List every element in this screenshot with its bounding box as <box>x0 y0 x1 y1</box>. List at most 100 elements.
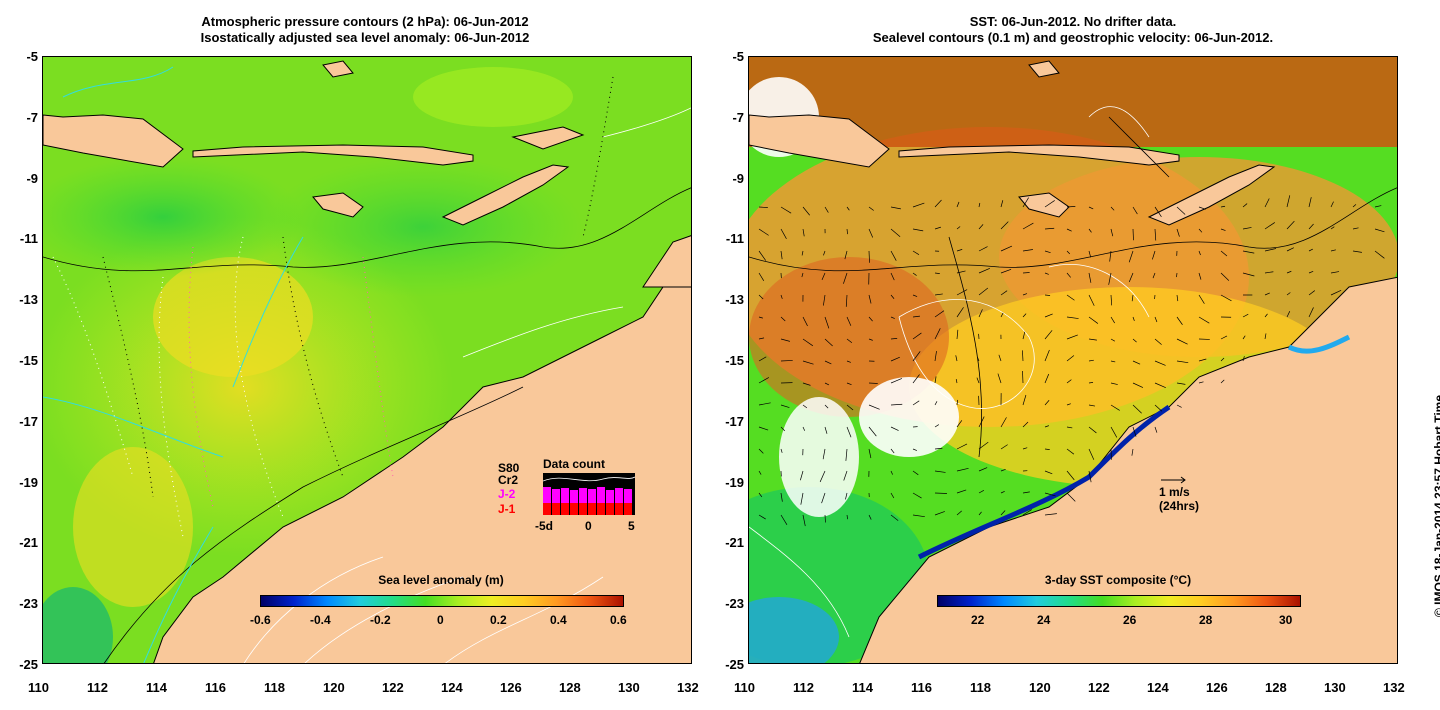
velocity-arrow <box>868 404 880 410</box>
velocity-arrow <box>1044 470 1053 475</box>
left-title-line2: Isostatically adjusted sea level anomaly… <box>200 30 530 45</box>
velocity-arrow <box>978 309 983 318</box>
velocity-arrow <box>1088 359 1094 362</box>
velocity-arrow <box>1110 206 1115 211</box>
velocity-arrow <box>890 492 895 499</box>
velocity-arrow <box>824 426 828 434</box>
lat-tick: -13 <box>725 292 744 308</box>
velocity-arrow <box>1308 248 1313 252</box>
velocity-arrow <box>1044 200 1055 208</box>
velocity-arrow <box>1308 270 1314 274</box>
velocity-arrow <box>998 354 1002 362</box>
sst-colorbar-title: 3-day SST composite (°C) <box>1044 573 1192 587</box>
velocity-arrow <box>956 226 961 230</box>
velocity-arrow <box>1022 491 1030 494</box>
velocity-arrow <box>1176 338 1188 345</box>
velocity-arrow <box>1154 206 1162 217</box>
lon-tick: 116 <box>205 680 226 695</box>
velocity-arrow <box>1308 197 1312 208</box>
lon-tick: 114 <box>146 680 167 695</box>
lat-tick: -15 <box>725 353 744 368</box>
lat-tick: -21 <box>725 535 744 551</box>
velocity-arrow <box>1022 370 1024 384</box>
velocity-arrow <box>1132 426 1137 437</box>
velocity-arrow <box>780 492 783 502</box>
velocity-arrow <box>890 378 903 384</box>
velocity-arrow <box>956 420 963 428</box>
velocity-arrow <box>843 272 848 284</box>
velocity-arrow <box>1022 331 1026 340</box>
velocity-arrow <box>802 228 805 237</box>
velocity-arrow <box>912 202 925 208</box>
velocity-arrow <box>978 287 989 296</box>
velocity-arrow <box>1000 245 1013 252</box>
velocity-arrow <box>1264 292 1270 296</box>
velocity-arrow <box>1220 272 1230 281</box>
velocity-arrow <box>912 228 924 232</box>
velocity-arrow <box>956 329 959 340</box>
velocity-arrow <box>1154 316 1158 323</box>
velocity-arrow <box>802 382 811 386</box>
velocity-arrow <box>890 250 897 261</box>
velocity-arrow <box>1198 206 1206 210</box>
velocity-arrow <box>1022 272 1030 274</box>
velocity-arrow <box>1242 250 1255 254</box>
velocity-arrow <box>978 511 982 516</box>
velocity-arrow <box>977 357 980 362</box>
velocity-arrow <box>1000 510 1006 516</box>
velocity-arrow <box>1198 381 1204 384</box>
sla-colorbar-gradient <box>260 595 624 607</box>
velocity-arrow <box>890 206 901 210</box>
velocity-arrow <box>846 404 854 411</box>
velocity-arrow <box>868 338 873 341</box>
velocity-arrow <box>1286 311 1291 318</box>
velocity-arrow <box>802 360 814 365</box>
left-title-line1: Atmospheric pressure contours (2 hPa): 0… <box>201 14 529 29</box>
velocity-arrow <box>978 267 991 274</box>
velocity-arrow <box>956 467 969 472</box>
velocity-arrow <box>912 492 922 499</box>
velocity-arrow <box>1000 469 1006 472</box>
velocity-arrow <box>1088 316 1099 324</box>
lat-tick: -25 <box>725 657 744 672</box>
velocity-arrow <box>890 316 895 319</box>
velocity-arrow <box>890 228 901 237</box>
velocity-arrow <box>912 315 921 318</box>
lon-tick: 126 <box>1206 680 1228 695</box>
velocity-arrow <box>1000 268 1012 274</box>
velocity-arrow <box>934 511 945 516</box>
velocity-arrow <box>1352 250 1362 253</box>
velocity-arrow <box>802 206 810 216</box>
velocity-arrow <box>912 332 922 340</box>
lat-tick: -25 <box>19 657 38 672</box>
velocity-arrow <box>978 416 985 428</box>
velocity-arrow <box>1044 250 1051 254</box>
velocity-arrow <box>1220 250 1228 257</box>
velocity-arrow <box>1088 228 1092 233</box>
velocity-arrow <box>824 316 830 329</box>
velocity-arrow <box>1022 394 1027 406</box>
velocity-arrow <box>1264 248 1277 252</box>
right-title: SST: 06-Jun-2012. No drifter data. Seale… <box>748 14 1398 46</box>
velocity-arrow <box>956 289 968 296</box>
velocity-arrow <box>1330 201 1334 208</box>
velocity-arrow <box>912 448 918 451</box>
velocity-arrow <box>1330 226 1335 230</box>
velocity-arrow <box>1176 206 1186 215</box>
velocity-arrow <box>868 448 872 459</box>
velocity-scale-arrow-icon <box>1161 476 1186 484</box>
velocity-arrow <box>1264 271 1274 274</box>
lat-tick: -11 <box>725 231 744 247</box>
sla-tick: 0.4 <box>550 613 567 627</box>
lat-tick: -5 <box>26 49 38 64</box>
sla-colorbar-title: Sea level anomaly (m) <box>378 573 504 587</box>
velocity-arrow <box>934 351 937 362</box>
velocity-arrow <box>934 226 941 230</box>
velocity-arrow <box>868 514 872 520</box>
velocity-arrow <box>912 272 917 276</box>
lon-tick: 130 <box>1324 680 1346 695</box>
velocity-arrow <box>1110 426 1118 438</box>
velocity-arrow <box>1088 448 1095 460</box>
velocity-arrow <box>1066 492 1076 502</box>
velocity-arrow <box>758 294 764 300</box>
